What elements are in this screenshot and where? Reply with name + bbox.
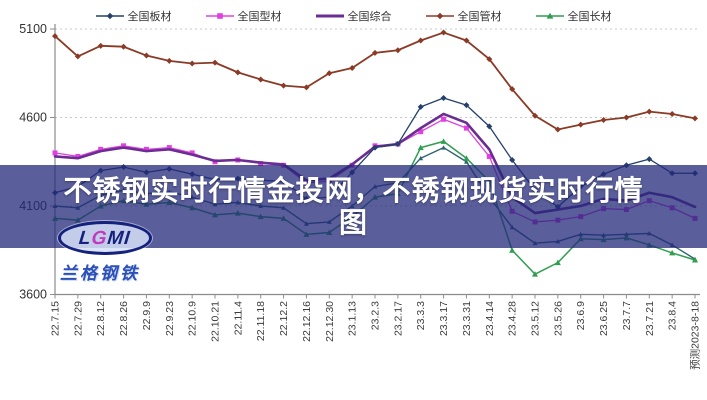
legend-item-0: 全国板材 bbox=[95, 8, 172, 24]
x-axis-label: 22.7.29 bbox=[72, 301, 84, 336]
x-axis-label: 23.8.4 bbox=[667, 301, 679, 330]
y-axis-label: 5100 bbox=[19, 22, 47, 36]
x-axis-label: 23.4.28 bbox=[507, 301, 519, 336]
legend-label: 全国板材 bbox=[127, 11, 172, 23]
legend-marker-icon bbox=[315, 14, 344, 18]
y-axis-label: 3600 bbox=[19, 288, 47, 302]
x-axis-label: 预测2023-8-18 bbox=[689, 301, 702, 370]
lgmi-logo-text: LGMI bbox=[78, 227, 132, 249]
company-name-watermark: 兰格钢铁 bbox=[60, 264, 140, 283]
x-axis-label: 22.8.12 bbox=[95, 301, 107, 336]
x-axis-label: 22.11.18 bbox=[255, 301, 267, 341]
headline-title-line2: 图 bbox=[338, 206, 368, 238]
x-axis-label: 22.12.30 bbox=[324, 301, 336, 342]
series-line-3 bbox=[52, 29, 698, 133]
x-axis-label: 23.5.12 bbox=[530, 301, 542, 336]
x-axis-label: 23.2.3 bbox=[370, 301, 382, 330]
x-axis-label: 23.6.9 bbox=[575, 301, 587, 330]
y-axis-label: 4600 bbox=[19, 111, 47, 125]
chart-legend: 全国板材 全国型材 全国综合 全国管材 全国长材 bbox=[0, 6, 707, 26]
legend-marker-icon bbox=[95, 12, 124, 20]
x-axis-label: 22.12.16 bbox=[301, 301, 313, 342]
x-axis-label: 23.3.31 bbox=[461, 301, 473, 336]
legend-marker-icon bbox=[425, 12, 454, 20]
legend-item-3: 全国管材 bbox=[425, 8, 502, 24]
x-axis-label: 22.10.9 bbox=[187, 301, 199, 336]
x-axis-label: 22.9.9 bbox=[141, 301, 153, 330]
x-axis-label: 23.3.17 bbox=[438, 301, 450, 336]
x-axis-label: 23.7.7 bbox=[621, 301, 633, 330]
legend-label: 全国综合 bbox=[347, 11, 392, 23]
x-axis-label: 23.5.26 bbox=[552, 301, 564, 336]
x-axis-label: 23.7.21 bbox=[644, 301, 656, 336]
x-axis-label: 22.10.21 bbox=[210, 301, 222, 342]
legend-label: 全国型材 bbox=[237, 11, 282, 23]
x-axis-label: 23.6.25 bbox=[598, 301, 610, 336]
x-axis-label: 23.1.13 bbox=[347, 301, 359, 336]
legend-item-2: 全国综合 bbox=[315, 8, 392, 24]
x-axis-label: 22.9.23 bbox=[164, 301, 176, 336]
x-axis-label: 22.7.15 bbox=[50, 301, 62, 336]
x-axis-label: 22.8.26 bbox=[118, 301, 130, 336]
legend-marker-icon bbox=[535, 12, 564, 19]
legend-item-1: 全国型材 bbox=[205, 8, 282, 24]
legend-label: 全国管材 bbox=[457, 11, 502, 23]
headline-title-line1: 不锈钢实时行情金投网，不锈钢现货实时行情 bbox=[63, 174, 644, 206]
legend-label: 全国长材 bbox=[567, 11, 612, 23]
legend-marker-icon bbox=[205, 13, 234, 19]
logo-letter: I bbox=[123, 227, 132, 249]
x-axis-label: 23.2.17 bbox=[392, 301, 404, 336]
x-axis-label: 23.4.14 bbox=[484, 301, 496, 336]
lgmi-logo-watermark: LGMI 兰格钢铁 bbox=[58, 221, 178, 284]
legend-item-4: 全国长材 bbox=[535, 8, 612, 24]
headline-banner: 不锈钢实时行情金投网，不锈钢现货实时行情 图 bbox=[0, 165, 707, 248]
x-axis-label: 22.12.2 bbox=[278, 301, 290, 336]
x-axis-labels: 22.7.15 22.7.29 22.8.12 22.8.26 22.9.9 22.9.2… bbox=[50, 294, 702, 370]
lgmi-logo-oval: LGMI bbox=[58, 221, 152, 255]
x-axis-label: 23.3.3 bbox=[415, 301, 427, 330]
x-axis-label: 22.11.4 bbox=[232, 301, 244, 335]
